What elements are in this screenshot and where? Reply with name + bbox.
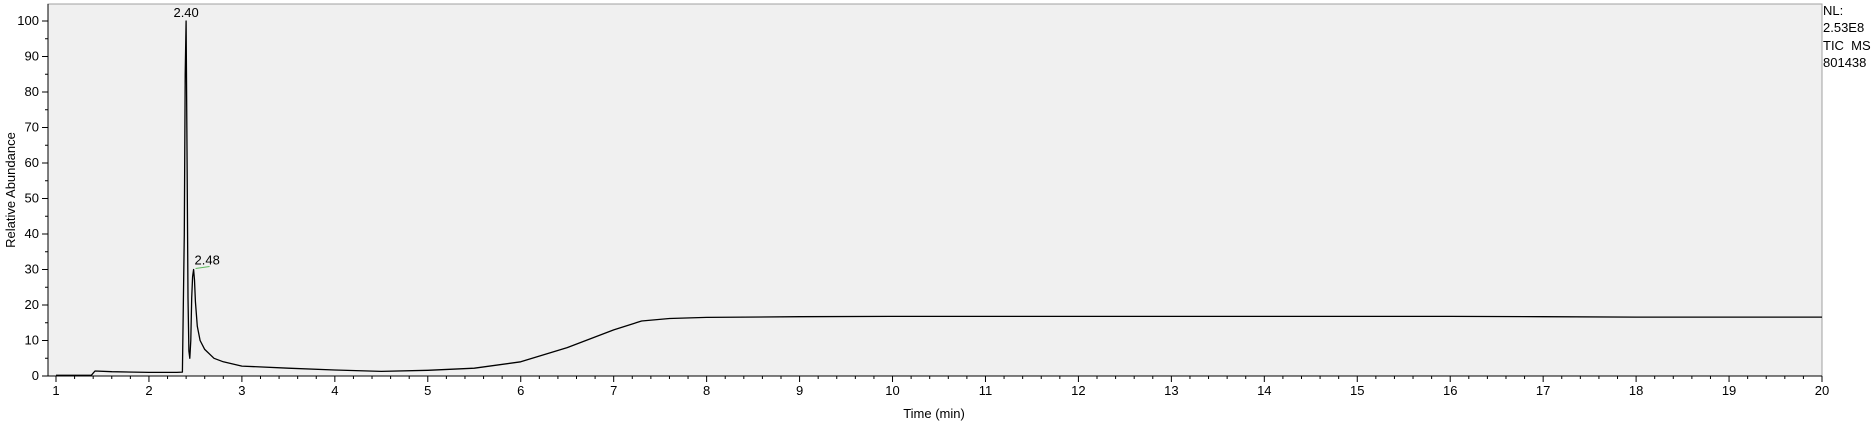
nl-label: NL:: [1823, 3, 1844, 18]
x-tick-label: 14: [1257, 383, 1271, 398]
x-tick-label: 7: [610, 383, 617, 398]
x-tick-label: 18: [1629, 383, 1643, 398]
x-tick-label: 5: [424, 383, 431, 398]
y-tick-label: 30: [25, 262, 39, 277]
y-tick-label: 60: [25, 155, 39, 170]
y-tick-label: 70: [25, 120, 39, 135]
tic-trace: [56, 20, 1822, 376]
x-tick-label: 8: [703, 383, 710, 398]
y-tick-label: 10: [25, 333, 39, 348]
x-tick-label: 9: [796, 383, 803, 398]
x-axis-label: Time (min): [903, 406, 965, 421]
x-tick-label: 17: [1536, 383, 1550, 398]
x-tick-label: 2: [145, 383, 152, 398]
x-tick-label: 16: [1443, 383, 1457, 398]
y-tick-label: 90: [25, 49, 39, 64]
y-tick-label: 80: [25, 84, 39, 99]
x-tick-label: 4: [331, 383, 338, 398]
x-tick-label: 12: [1071, 383, 1085, 398]
x-tick-label: 15: [1350, 383, 1364, 398]
x-tick-label: 13: [1164, 383, 1178, 398]
y-tick-label: 20: [25, 297, 39, 312]
file-id: 801438: [1823, 55, 1867, 70]
peak-label: 2.48: [195, 253, 220, 268]
x-tick-label: 19: [1722, 383, 1736, 398]
y-tick-label: 50: [25, 191, 39, 206]
plot-area: [47, 3, 1823, 377]
x-tick-label: 10: [885, 383, 899, 398]
peak-label-leader: [195, 266, 210, 269]
peak-label: 2.40: [173, 5, 198, 20]
x-tick-label: 1: [52, 383, 59, 398]
y-tick-label: 0: [32, 368, 39, 383]
y-tick-label: 40: [25, 226, 39, 241]
y-tick-label: 100: [17, 13, 39, 28]
x-tick-label: 6: [517, 383, 524, 398]
y-axis-label: Relative Abundance: [3, 132, 18, 248]
scan-type: TIC MS: [1823, 38, 1871, 53]
x-tick-label: 3: [238, 383, 245, 398]
x-tick-label: 11: [979, 383, 993, 398]
nl-value: 2.53E8: [1823, 20, 1865, 35]
x-tick-label: 20: [1815, 383, 1829, 398]
